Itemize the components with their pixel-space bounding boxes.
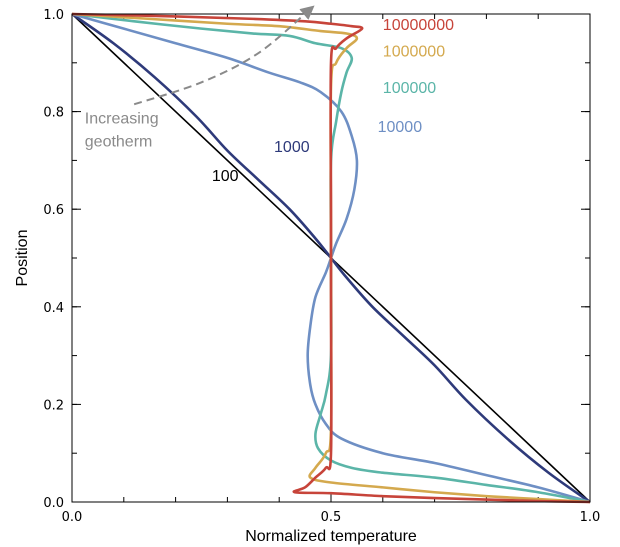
y-tick-label: 0.2 bbox=[43, 398, 64, 413]
y-tick-label: 1.0 bbox=[43, 8, 64, 23]
series-label-10000000: 10000000 bbox=[383, 17, 454, 34]
series-label-10000: 10000 bbox=[378, 119, 423, 136]
y-tick-label: 0.8 bbox=[43, 106, 64, 121]
series-line-10000000 bbox=[71, 12, 591, 504]
geotherm-annotation: Increasing geotherm bbox=[85, 5, 315, 151]
series-label-1000: 1000 bbox=[274, 139, 310, 156]
y-tick-label: 0.4 bbox=[43, 301, 64, 316]
x-axis-title: Normalized temperature bbox=[245, 528, 417, 545]
series-lines bbox=[71, 12, 591, 504]
y-tick-label: 0.6 bbox=[43, 203, 64, 218]
y-tick-label: 0.0 bbox=[43, 496, 64, 511]
series-labels: 100 1000 10000 100000 1000000 10000000 bbox=[212, 17, 454, 185]
x-tick-label: 1.0 bbox=[580, 510, 601, 525]
series-label-100: 100 bbox=[212, 168, 239, 185]
annotation-line: geotherm bbox=[85, 134, 153, 151]
plot-frame bbox=[71, 13, 591, 503]
series-label-1000000: 1000000 bbox=[383, 44, 445, 61]
geotherm-arrow bbox=[133, 5, 315, 106]
x-tick-label: 0.5 bbox=[321, 510, 342, 525]
tick-labels: 0.0 0.5 1.0 0.0 0.2 0.4 0.6 0.8 1.0 bbox=[43, 8, 600, 525]
series-label-100000: 100000 bbox=[383, 80, 436, 97]
annotation-line: Increasing bbox=[85, 111, 159, 128]
x-tick-label: 0.0 bbox=[62, 510, 83, 525]
y-axis-title: Position bbox=[14, 230, 31, 287]
